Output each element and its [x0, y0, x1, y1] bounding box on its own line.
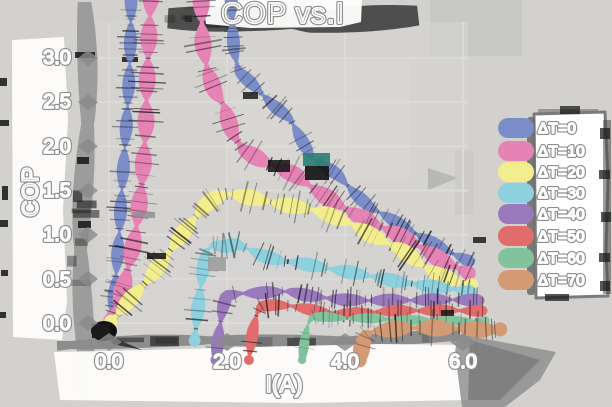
series-layer	[100, 0, 508, 368]
svg-text:ΔT=10: ΔT=10	[538, 143, 585, 160]
legend-label-dt50: ΔT=50	[538, 228, 585, 245]
svg-text:ΔT=30: ΔT=30	[538, 185, 585, 202]
legend-swatch-dt30	[498, 183, 534, 203]
legend-label-dt20: ΔT=20	[538, 164, 585, 181]
svg-text:I(A): I(A)	[265, 371, 302, 397]
svg-text:4.0: 4.0	[331, 351, 359, 373]
svg-text:ΔT=0: ΔT=0	[538, 120, 576, 137]
svg-text:COP vs.I: COP vs.I	[221, 0, 345, 30]
y-tick-0.5: 0.5	[43, 269, 71, 291]
svg-text:ΔT=70: ΔT=70	[538, 272, 585, 289]
x-axis-label: I(A)	[265, 371, 302, 397]
svg-text:ΔT=60: ΔT=60	[538, 250, 585, 267]
label-patches	[12, 0, 470, 403]
y-tick-0.0: 0.0	[43, 313, 71, 335]
svg-text:3.0: 3.0	[43, 47, 71, 69]
legend-swatch-dt70	[498, 270, 534, 290]
svg-text:2.0: 2.0	[213, 351, 241, 373]
svg-text:0.0: 0.0	[95, 351, 123, 373]
legend-label-dt40: ΔT=40	[538, 206, 585, 223]
svg-text:COP: COP	[17, 167, 43, 217]
legend-label-dt30: ΔT=30	[538, 185, 585, 202]
legend-swatch-dt10	[498, 141, 534, 161]
legend-label-dt70: ΔT=70	[538, 272, 585, 289]
legend-swatch-dt50	[498, 226, 534, 246]
tick-marks	[78, 50, 476, 351]
y-tick-3.0: 3.0	[43, 47, 71, 69]
x-tick-6.0: 6.0	[449, 351, 477, 373]
x-tick-0.0: 0.0	[95, 351, 123, 373]
svg-text:2.5: 2.5	[43, 91, 71, 113]
y-axis-label: COP	[17, 167, 43, 217]
svg-text:2.0: 2.0	[43, 136, 71, 158]
y-tick-1.0: 1.0	[43, 224, 71, 246]
chart-title: COP vs.I	[221, 0, 345, 30]
legend-swatch-dt0	[498, 118, 534, 138]
y-tick-2.5: 2.5	[43, 91, 71, 113]
svg-text:0.5: 0.5	[43, 269, 71, 291]
legend-swatch-dt40	[498, 204, 534, 224]
series-ribbon-dt20	[104, 180, 479, 329]
x-tick-4.0: 4.0	[331, 351, 359, 373]
svg-text:1.0: 1.0	[43, 224, 71, 246]
svg-text:6.0: 6.0	[449, 351, 477, 373]
legend-label-dt0: ΔT=0	[538, 120, 576, 137]
axis-corner-smudge	[455, 334, 556, 407]
svg-text:1.5: 1.5	[43, 180, 71, 202]
legend-swatch-dt20	[498, 162, 534, 182]
svg-text:ΔT=20: ΔT=20	[538, 164, 585, 181]
x-tick-2.0: 2.0	[213, 351, 241, 373]
series-ribbon-dt30	[183, 231, 478, 347]
legend-panel	[527, 106, 611, 301]
svg-text:ΔT=40: ΔT=40	[538, 206, 585, 223]
legend-label-dt60: ΔT=60	[538, 250, 585, 267]
legend-label-dt10: ΔT=10	[538, 143, 585, 160]
legend-swatch-dt60	[498, 248, 534, 268]
svg-text:0.0: 0.0	[43, 313, 71, 335]
y-tick-1.5: 1.5	[43, 180, 71, 202]
svg-text:ΔT=50: ΔT=50	[538, 228, 585, 245]
y-tick-2.0: 2.0	[43, 136, 71, 158]
